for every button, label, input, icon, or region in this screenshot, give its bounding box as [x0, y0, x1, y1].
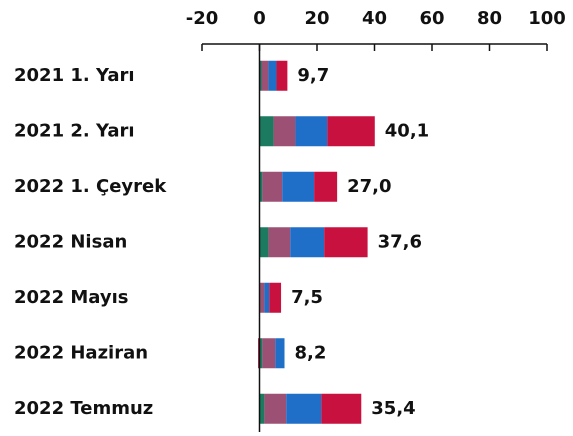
bar-segment: [261, 60, 269, 91]
bar-segment: [276, 60, 288, 91]
total-label: 40,1: [385, 120, 429, 141]
x-tick-label: -20: [186, 8, 219, 29]
x-tick-label: 100: [528, 8, 566, 29]
bar-segment: [286, 393, 322, 424]
category-label: 2021 2. Yarı: [14, 120, 135, 141]
total-label: 7,5: [291, 287, 323, 308]
bar-segment: [269, 282, 282, 313]
bar-segment: [264, 393, 287, 424]
bar-segment: [275, 338, 285, 369]
bar-segment: [327, 116, 375, 147]
total-label: 9,7: [297, 65, 329, 86]
category-label: 2022 Haziran: [14, 342, 148, 363]
bar-segment: [295, 116, 328, 147]
bar-segment: [290, 227, 325, 258]
bar-segment: [268, 60, 277, 91]
category-label: 2022 Temmuz: [14, 398, 153, 419]
bar-segment: [314, 171, 338, 202]
bar-segment: [324, 227, 368, 258]
x-tick-label: 60: [419, 8, 444, 29]
total-label: 27,0: [347, 176, 391, 197]
bar-segment: [259, 393, 265, 424]
category-label: 2022 Nisan: [14, 231, 127, 252]
total-label: 8,2: [295, 342, 327, 363]
x-tick-label: 80: [477, 8, 502, 29]
bar-segment: [259, 60, 262, 91]
x-tick-label: 20: [304, 8, 329, 29]
x-tick-label: 40: [362, 8, 387, 29]
bar-segment: [262, 338, 276, 369]
bar-segment: [268, 227, 291, 258]
bar-segment: [259, 227, 269, 258]
bar-segment: [321, 393, 362, 424]
bar-segment: [259, 171, 263, 202]
bar-segment: [259, 116, 274, 147]
bar-segment: [259, 338, 263, 369]
category-label: 2022 Mayıs: [14, 287, 129, 308]
bar-segment: [282, 171, 315, 202]
total-label: 37,6: [378, 231, 422, 252]
category-label: 2022 1. Çeyrek: [14, 176, 167, 197]
x-tick-label: 0: [253, 8, 266, 29]
total-label: 35,4: [371, 398, 415, 419]
bar-segment: [273, 116, 296, 147]
bar-segment: [260, 282, 265, 313]
bar-segment: [264, 282, 270, 313]
category-label: 2021 1. Yarı: [14, 65, 135, 86]
bar-segment: [262, 171, 283, 202]
